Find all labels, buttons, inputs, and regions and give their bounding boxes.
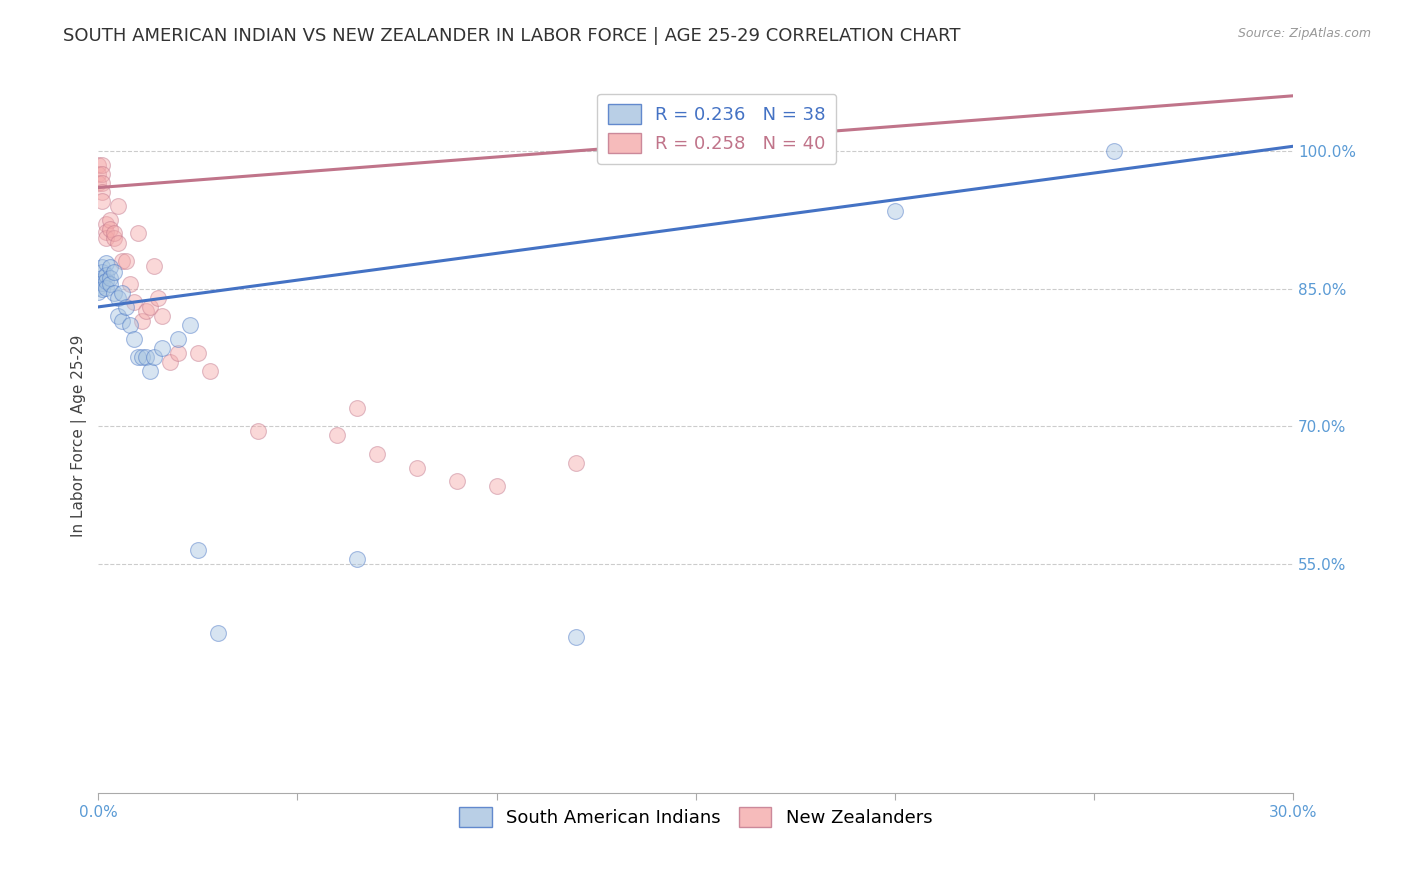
- Point: [96, 274, 118, 288]
- Point: [131, 351, 153, 365]
- Point: [120, 277, 142, 291]
- Point: [98, 277, 121, 291]
- Point: [107, 309, 129, 323]
- Point: [246, 424, 269, 438]
- Point: [87, 167, 110, 181]
- Point: [96, 225, 118, 239]
- Point: [107, 291, 129, 305]
- Point: [446, 475, 468, 489]
- Point: [146, 291, 169, 305]
- Point: [87, 285, 110, 300]
- Point: [98, 260, 121, 274]
- Point: [115, 300, 138, 314]
- Point: [167, 346, 190, 360]
- Text: SOUTH AMERICAN INDIAN VS NEW ZEALANDER IN LABOR FORCE | AGE 25-29 CORRELATION CH: SOUTH AMERICAN INDIAN VS NEW ZEALANDER I…: [63, 27, 960, 45]
- Point: [159, 355, 181, 369]
- Point: [96, 268, 118, 282]
- Point: [111, 286, 134, 301]
- Point: [103, 265, 125, 279]
- Point: [150, 309, 173, 323]
- Point: [198, 364, 221, 378]
- Point: [485, 479, 508, 493]
- Point: [91, 260, 114, 274]
- Y-axis label: In Labor Force | Age 25-29: In Labor Force | Age 25-29: [72, 334, 87, 537]
- Point: [135, 351, 157, 365]
- Point: [565, 456, 588, 470]
- Point: [127, 351, 149, 365]
- Point: [179, 318, 201, 333]
- Point: [91, 265, 114, 279]
- Point: [883, 203, 905, 218]
- Point: [98, 270, 121, 285]
- Point: [187, 346, 209, 360]
- Point: [96, 280, 118, 294]
- Point: [87, 279, 110, 293]
- Point: [91, 158, 114, 172]
- Point: [122, 295, 145, 310]
- Point: [91, 176, 114, 190]
- Point: [565, 630, 588, 644]
- Point: [115, 254, 138, 268]
- Point: [91, 194, 114, 209]
- Point: [346, 401, 368, 415]
- Point: [111, 254, 134, 268]
- Point: [207, 625, 229, 640]
- Point: [150, 341, 173, 355]
- Point: [87, 274, 110, 288]
- Point: [187, 543, 209, 558]
- Point: [143, 259, 166, 273]
- Point: [96, 256, 118, 270]
- Point: [406, 460, 429, 475]
- Point: [135, 304, 157, 318]
- Point: [326, 428, 349, 442]
- Point: [1102, 144, 1125, 158]
- Point: [107, 199, 129, 213]
- Point: [96, 231, 118, 245]
- Point: [346, 552, 368, 566]
- Point: [120, 318, 142, 333]
- Point: [103, 286, 125, 301]
- Point: [98, 212, 121, 227]
- Point: [143, 351, 166, 365]
- Point: [87, 176, 110, 190]
- Point: [167, 332, 190, 346]
- Point: [91, 167, 114, 181]
- Point: [91, 281, 114, 295]
- Point: [122, 332, 145, 346]
- Point: [87, 158, 110, 172]
- Point: [98, 222, 121, 236]
- Point: [103, 231, 125, 245]
- Point: [91, 270, 114, 285]
- Point: [91, 185, 114, 199]
- Point: [107, 235, 129, 250]
- Point: [111, 313, 134, 327]
- Text: Source: ZipAtlas.com: Source: ZipAtlas.com: [1237, 27, 1371, 40]
- Point: [139, 364, 162, 378]
- Point: [96, 217, 118, 231]
- Point: [103, 227, 125, 241]
- Point: [366, 447, 388, 461]
- Point: [139, 300, 162, 314]
- Point: [131, 313, 153, 327]
- Legend: South American Indians, New Zealanders: South American Indians, New Zealanders: [451, 800, 939, 834]
- Point: [127, 227, 149, 241]
- Point: [91, 276, 114, 290]
